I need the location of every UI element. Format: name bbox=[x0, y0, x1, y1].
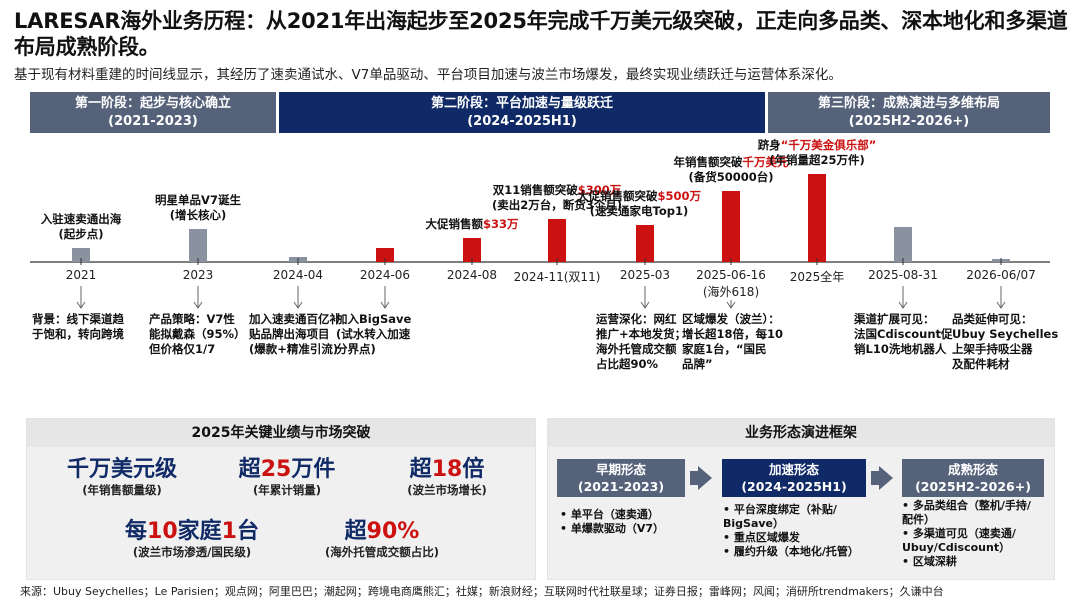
kpi-item-2: 超25万件 (年累计销量) bbox=[207, 457, 367, 498]
kpi-caption: (年累计销量) bbox=[252, 483, 321, 497]
x-tick-label: 2025-03 bbox=[619, 268, 671, 282]
phase-period: (2024-2025H1) bbox=[467, 113, 577, 129]
bar-2024-11(双11) bbox=[548, 219, 566, 262]
stage-bullets-mature: • 多品类组合（整机/手持/ 配件） • 多渠道可见（速卖通/ Ubuy/Cdi… bbox=[902, 499, 1031, 568]
kpi-value: 千万美元级 bbox=[66, 457, 177, 482]
arrow-down-icon bbox=[996, 301, 1006, 309]
bar-2021 bbox=[72, 248, 90, 262]
kpi-item-5: 超90% (海外托管成交额占比) bbox=[297, 519, 467, 560]
bar-2024-06 bbox=[376, 248, 394, 262]
data-label: 跻身“千万美金俱乐部” (年销量超25万件) bbox=[757, 138, 877, 167]
stage-bullets-accelerate: • 平台深度绑定（补贴/ BigSave） • 重点区域爆发 • 履约升级（本地… bbox=[723, 503, 859, 558]
x-tick-label: 2024-04 bbox=[272, 268, 324, 282]
kpi-value: 超18倍 bbox=[409, 457, 485, 482]
x-tick-label: 2021 bbox=[65, 268, 97, 282]
stage-name: 加速形态 bbox=[768, 462, 819, 477]
page-title: LARESAR海外业务历程：从2021年出海起步至2025年完成千万美元级突破，… bbox=[14, 9, 1068, 59]
arrow-right-icon bbox=[698, 466, 712, 490]
stage-name: 成熟形态 bbox=[947, 462, 998, 477]
source-footnote: 来源：Ubuy Seychelles；Le Parisien；观点网；阿里巴巴；… bbox=[20, 585, 944, 598]
page-subtitle: 基于现有材料重建的时间线显示，其经历了速卖通试水、V7单品驱动、平台项目加速与波… bbox=[14, 67, 842, 83]
kpi-caption: (年销售额量级) bbox=[82, 483, 162, 497]
phase-banner-3: 第三阶段：成熟演进与多维布局 (2025H2-2026+) bbox=[768, 92, 1050, 133]
arrow-right-icon bbox=[871, 471, 879, 485]
kpi-value: 超25万件 bbox=[238, 457, 336, 482]
data-label: 入驻速卖通出海 (起步点) bbox=[40, 212, 122, 241]
bar-2023 bbox=[189, 229, 207, 262]
phase-banner-1: 第一阶段：起步与核心确立 (2021-2023) bbox=[30, 92, 276, 133]
arrow-down-icon bbox=[640, 301, 650, 309]
stage-bullets-early: • 单平台（速卖通） • 单爆款驱动（V7） bbox=[560, 508, 665, 535]
data-label: 年销售额突破千万美元 (备货50000台) bbox=[673, 155, 789, 184]
bar-2025-08-31 bbox=[894, 227, 912, 262]
kpi-caption: (波兰市场增长) bbox=[407, 483, 487, 497]
phase-period: (2021-2023) bbox=[108, 113, 198, 129]
x-tick-label: 2025全年 bbox=[789, 270, 845, 284]
x-tick-label: 2025-08-31 bbox=[868, 268, 938, 282]
bar-2025-03 bbox=[636, 225, 654, 262]
arrow-down-icon bbox=[293, 301, 303, 309]
phase-name: 第三阶段：成熟演进与多维布局 bbox=[817, 95, 1000, 111]
data-label: 双11销售额突破$300万 (卖出2万台，断货3个月) bbox=[491, 183, 622, 212]
bar-2025全年 bbox=[808, 174, 826, 262]
phase-banner-2: 第二阶段：平台加速与量级跃迁 (2024-2025H1) bbox=[279, 92, 765, 133]
framework-panel: 业务形态演进框架 bbox=[547, 418, 1055, 580]
stage-period: (2021-2023) bbox=[577, 479, 665, 494]
milestone-note: 产品策略：V7性 能拟戴森（95%） 但价格仅1/7 bbox=[149, 312, 246, 356]
phase-name: 第二阶段：平台加速与量级跃迁 bbox=[430, 95, 613, 111]
framework-stage-accelerate: 加速形态 (2024-2025H1) bbox=[722, 459, 866, 497]
bar-2024-08 bbox=[463, 238, 481, 262]
x-tick-sublabel: (海外618) bbox=[702, 285, 760, 299]
milestone-note: 渠道扩展可见： 法国Cdiscount促 销L10洗地机器人 bbox=[854, 312, 953, 356]
milestone-note: 加入速卖通百亿补 贴品牌出海项目 (爆款+精准引流) bbox=[249, 312, 341, 356]
kpi-panel-header: 2025年关键业绩与市场突破 bbox=[27, 419, 535, 447]
kpi-item-1: 千万美元级 (年销售额量级) bbox=[37, 457, 207, 498]
milestone-note: 背景：线下渠道趋 于饱和，转向跨境 bbox=[32, 312, 124, 341]
kpi-value: 超90% bbox=[344, 519, 420, 544]
milestone-note: 加入BigSave (试水转入加速 分界点) bbox=[336, 312, 412, 356]
framework-panel-header: 业务形态演进框架 bbox=[548, 419, 1054, 447]
framework-stage-early: 早期形态 (2021-2023) bbox=[557, 459, 685, 497]
data-label: 大促销售额突破$500万 (速卖通家电Top1) bbox=[576, 189, 701, 218]
data-label: 大促销售额$33万 bbox=[425, 217, 519, 231]
phase-period: (2025H2-2026+) bbox=[848, 113, 970, 129]
arrow-down-icon bbox=[193, 301, 203, 309]
arrow-down-icon bbox=[76, 301, 86, 309]
milestone-note: 品类延伸可见： Ubuy Seychelles 上架手持吸尘器 及配件耗材 bbox=[952, 312, 1059, 371]
kpi-item-4: 每10家庭1台 (波兰市场渗透/国民级) bbox=[107, 519, 277, 560]
milestone-note: 区域爆发（波兰）： 增长超18倍，每10 家庭1台，“国民 品牌” bbox=[682, 312, 784, 371]
arrow-down-icon bbox=[726, 301, 736, 309]
kpi-panel: 2025年关键业绩与市场突破 千万美元级 (年销售额量级) 超25万件 (年累计… bbox=[26, 418, 536, 580]
stage-period: (2024-2025H1) bbox=[741, 479, 847, 494]
x-tick-label: 2024-06 bbox=[359, 268, 411, 282]
x-tick-label: 2023 bbox=[182, 268, 214, 282]
bar-2025-06-16 bbox=[722, 191, 740, 262]
timeline-chart bbox=[30, 174, 1050, 309]
x-tick-label: 2024-11(双11) bbox=[513, 270, 601, 284]
kpi-item-3: 超18倍 (波兰市场增长) bbox=[377, 457, 517, 498]
milestone-note: 运营深化：网红 推广+本地发货； 海外托管成交额 占比超90% bbox=[596, 312, 687, 371]
arrow-right-icon bbox=[879, 466, 893, 490]
stage-name: 早期形态 bbox=[595, 462, 646, 477]
x-tick-label: 2025-06-16 bbox=[696, 268, 766, 282]
kpi-caption: (海外托管成交额占比) bbox=[324, 545, 439, 559]
framework-stage-mature: 成熟形态 (2025H2-2026+) bbox=[902, 459, 1044, 497]
arrow-down-icon bbox=[380, 301, 390, 309]
x-tick-label: 2024-08 bbox=[446, 268, 498, 282]
stage-period: (2025H2-2026+) bbox=[915, 479, 1031, 494]
arrow-right-icon bbox=[690, 471, 698, 485]
kpi-value: 每10家庭1台 bbox=[125, 519, 259, 544]
data-label: 明星单品V7诞生 (增长核心) bbox=[155, 193, 241, 222]
x-tick-label: 2026-06/07 bbox=[966, 268, 1036, 282]
phase-name: 第一阶段：起步与核心确立 bbox=[74, 95, 231, 111]
arrow-down-icon bbox=[898, 301, 908, 309]
kpi-caption: (波兰市场渗透/国民级) bbox=[132, 545, 252, 559]
